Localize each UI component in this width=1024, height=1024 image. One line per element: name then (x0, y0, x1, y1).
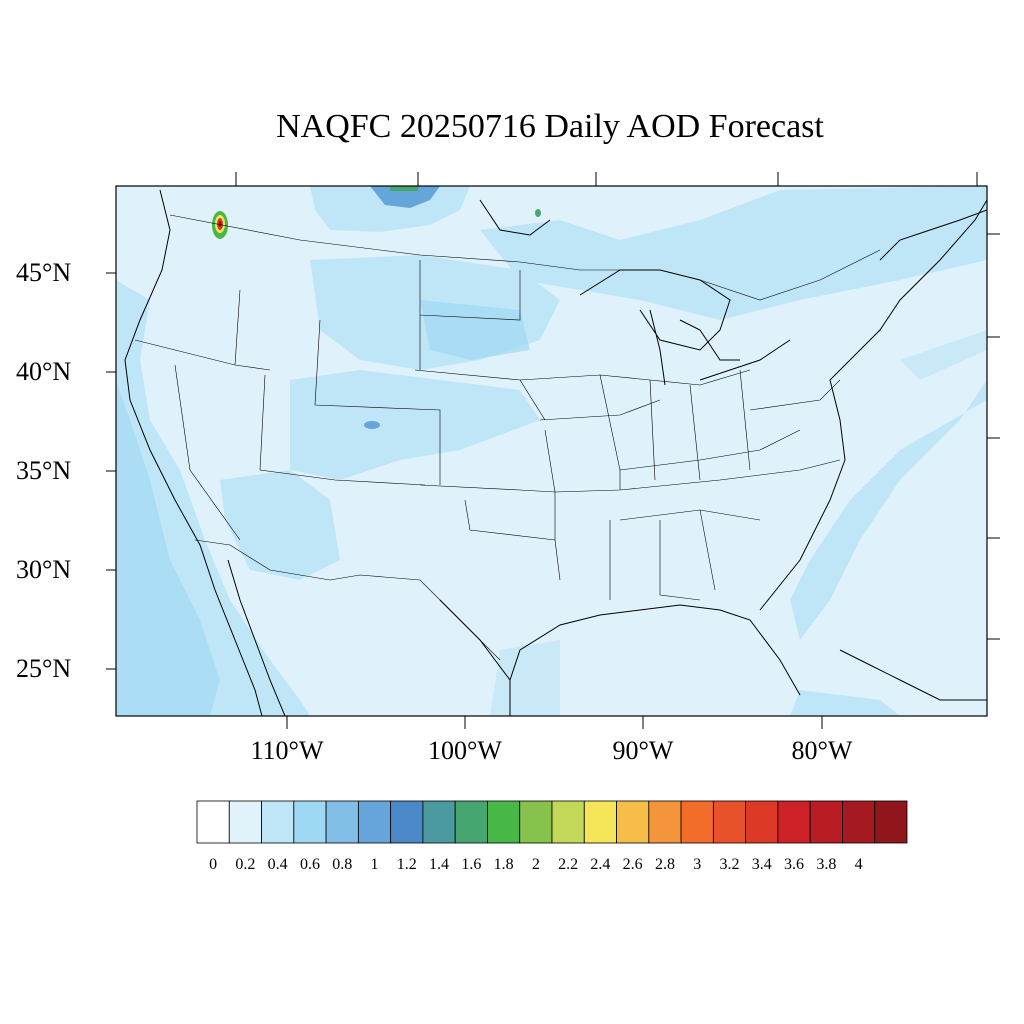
central-plume (290, 370, 540, 480)
colorbar-swatch (487, 800, 521, 844)
atlantic-plume (790, 320, 987, 640)
florida-coast (759, 199, 987, 611)
state-lines-east (609, 369, 841, 601)
west-coast (124, 189, 263, 716)
colorbar-tick-label: 1 (370, 856, 379, 873)
colorbar-swatch (745, 800, 779, 844)
lat-label-45: 45°N (16, 258, 72, 287)
map-border (115, 185, 988, 717)
lon-label-100w: 100°W (428, 736, 502, 765)
aod-field (116, 186, 987, 716)
colorbar-swatch (293, 800, 327, 844)
canada-plume-dark (370, 186, 440, 208)
colorbar-tick-label: 2 (531, 856, 540, 873)
minor-hotspot-north (535, 209, 541, 217)
lat-label-30: 30°N (16, 555, 72, 584)
colorbar-swatch (357, 800, 392, 844)
colorbar-swatch (228, 800, 262, 844)
canada-green-patch (390, 186, 418, 191)
colorbar-tick-label: 1.4 (429, 856, 450, 873)
colorbar-swatch (390, 800, 424, 844)
map-ticks (106, 172, 1000, 729)
lat-label-25: 25°N (16, 654, 72, 683)
great-lakes-plume (480, 186, 987, 320)
canada-coast (479, 199, 987, 261)
mexico-border (194, 539, 501, 661)
colorbar-swatch (712, 800, 747, 844)
cuba-coast (839, 649, 987, 701)
colorbar-tick-label: 3.6 (784, 856, 805, 873)
colorbar-swatch (519, 800, 553, 844)
colorbar-swatch (325, 800, 359, 844)
colorbar-tick-label: 1.8 (493, 856, 514, 873)
baja-coast (227, 559, 286, 716)
colorbar-swatch (422, 800, 456, 844)
gulf-plume (490, 640, 560, 716)
caribbean-plume (790, 690, 900, 716)
colorbar-swatch (454, 800, 488, 844)
lon-label-110w: 110°W (250, 736, 324, 765)
colorbar-tick-label: 3.4 (751, 856, 772, 873)
colorbar-tick-label: 3 (693, 856, 702, 873)
atlantic-plume-outer (900, 330, 987, 380)
colorbar-tick-label: 0.8 (332, 856, 353, 873)
fire-hotspot-core (218, 221, 222, 227)
aod-map (106, 172, 1000, 729)
colorbar-tick-label: 0 (209, 856, 218, 873)
canada-border (169, 214, 881, 301)
map-title: NAQFC 20250716 Daily AOD Forecast (276, 108, 824, 145)
colorbar-swatch (809, 800, 843, 844)
colorbar-tick-label: 3.8 (816, 856, 837, 873)
colorbar-tick-label: 1.6 (461, 856, 482, 873)
borders (134, 214, 881, 661)
colorbar-tick-label: 0.6 (299, 856, 320, 873)
southwest-plume (220, 470, 340, 580)
dakota-plume (420, 300, 530, 360)
colorbar-swatch (777, 800, 811, 844)
colorbar-swatch (261, 800, 295, 844)
colorbar-swatch (551, 800, 585, 844)
colorbar-tick-label: 4 (854, 856, 863, 873)
colorbar-tick-label: 0.4 (267, 856, 288, 873)
lon-label-90w: 90°W (612, 736, 674, 765)
lat-label-40: 40°N (16, 357, 72, 386)
colorbar-tick-label: 0.2 (235, 856, 256, 873)
colorbar-swatch (616, 800, 650, 844)
lat-label-35: 35°N (16, 456, 72, 485)
colorbar-tick-label: 1.2 (396, 856, 417, 873)
colorbar-swatch (196, 800, 230, 844)
pacific-plume-inner (116, 380, 220, 716)
coastlines (124, 189, 987, 716)
colorbar-swatch (583, 800, 617, 844)
colorbar-swatch (680, 800, 714, 844)
lon-label-80w: 80°W (791, 736, 853, 765)
colorbar-swatch (874, 800, 908, 844)
state-lines-west (134, 260, 546, 541)
colorbar-swatch (648, 800, 682, 844)
colorbar-tick-label: 2.2 (558, 856, 579, 873)
colorbar-swatch (842, 800, 876, 844)
colorbar-tick-label: 2.8 (654, 856, 675, 873)
colorbar-tick-label: 3.2 (719, 856, 740, 873)
minor-hotspot-colorado (364, 421, 380, 429)
colorbar (196, 800, 908, 844)
great-lakes (579, 269, 791, 386)
colorbar-tick-label: 2.6 (622, 856, 643, 873)
colorbar-tick-label: 2.4 (590, 856, 611, 873)
